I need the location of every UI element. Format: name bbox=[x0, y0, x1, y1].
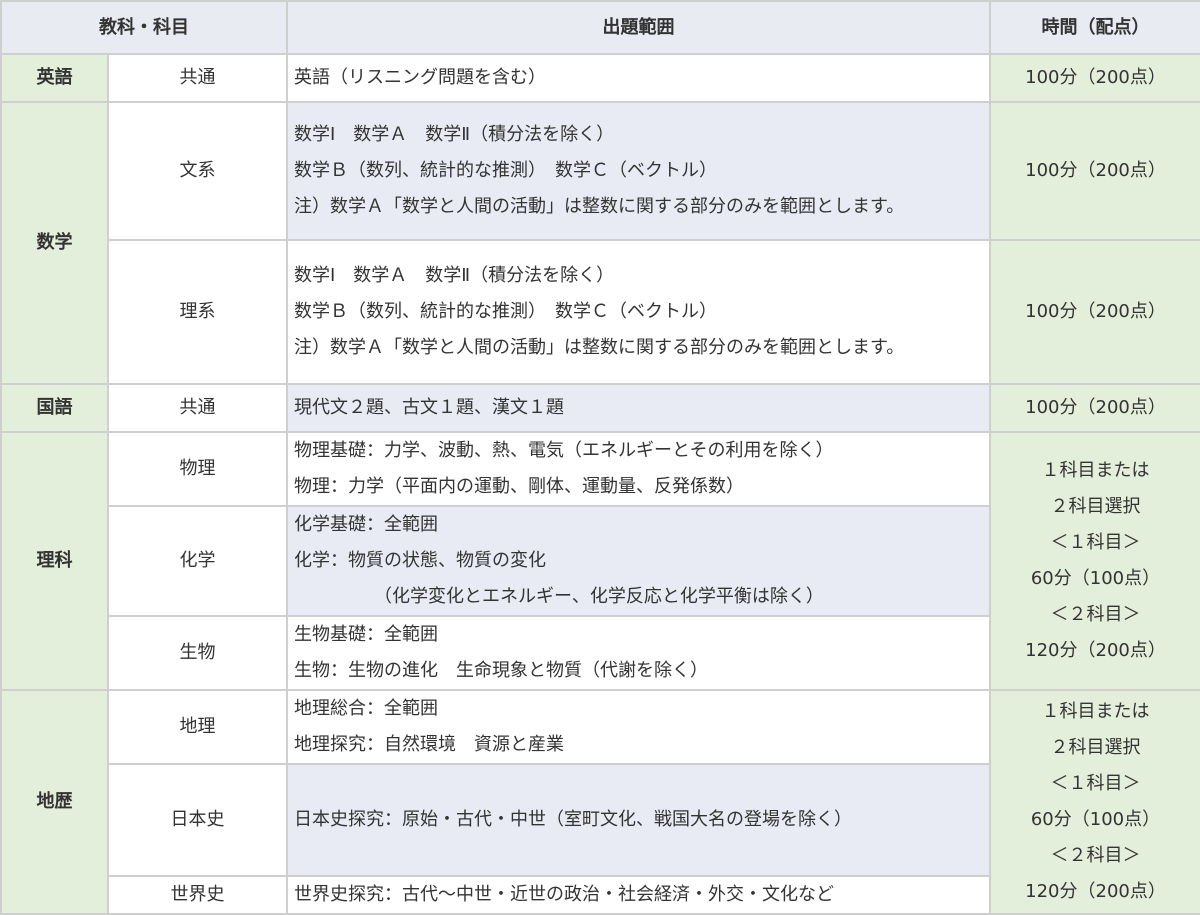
time-line: 60分（100点） bbox=[1030, 568, 1161, 589]
table-row: 数学 文系 数学Ⅰ 数学Ａ 数学Ⅱ（積分法を除く） 数学Ｂ（数列、統計的な推測）… bbox=[0, 101, 1200, 385]
table-row: 英語 共通 英語（リスニング問題を含む） 100分（200点） bbox=[0, 53, 1200, 103]
time-cell: １科目または ２科目選択 ＜１科目＞ 60分（100点） ＜２科目＞ 120分（… bbox=[989, 689, 1200, 915]
range-line: 数学Ｂ（数列、統計的な推測） 数学Ｃ（ベクトル） bbox=[294, 301, 717, 322]
range-line: 数学Ⅰ 数学Ａ 数学Ⅱ（積分法を除く） bbox=[294, 265, 615, 286]
time-line: ＜２科目＞ bbox=[1050, 604, 1141, 625]
range-cell: 日本史探究：原始・古代・中世（室町文化、戦国大名の登場を除く） bbox=[286, 763, 991, 877]
range-line: 注）数学Ａ「数学と人間の活動」は整数に関する部分のみを範囲とします。 bbox=[294, 196, 905, 217]
range-line: 物理：力学（平面内の運動、剛体、運動量、反発係数） bbox=[294, 476, 744, 497]
sub-cell: 化学 bbox=[107, 505, 288, 617]
range-line: 化学：物質の状態、物質の変化 bbox=[294, 550, 546, 571]
table-row: 化学 化学基礎：全範囲 化学：物質の状態、物質の変化 （化学変化とエネルギー、化… bbox=[1, 505, 1200, 617]
time-line: 120分（200点） bbox=[1025, 881, 1166, 902]
header-row: 教科・科目 出題範囲 時間（配点） bbox=[0, 0, 1200, 55]
range-cell: 数学Ⅰ 数学Ａ 数学Ⅱ（積分法を除く） 数学Ｂ（数列、統計的な推測） 数学Ｃ（ベ… bbox=[286, 239, 991, 385]
range-cell: 数学Ⅰ 数学Ａ 数学Ⅱ（積分法を除く） 数学Ｂ（数列、統計的な推測） 数学Ｃ（ベ… bbox=[286, 101, 991, 241]
table-row: 日本史 日本史探究：原始・古代・中世（室町文化、戦国大名の登場を除く） bbox=[1, 763, 1200, 877]
sub-cell: 生物 bbox=[107, 615, 288, 691]
range-cell: 現代文２題、古文１題、漢文１題 bbox=[286, 383, 991, 433]
range-line: 生物：生物の進化 生命現象と物質（代謝を除く） bbox=[294, 660, 708, 681]
range-cell: 世界史探究：古代～中世・近世の政治・社会経済・外交・文化など bbox=[286, 875, 991, 915]
range-line: 地理探究：自然環境 資源と産業 bbox=[294, 734, 564, 755]
time-line: １科目または bbox=[1041, 460, 1150, 481]
range-cell: 英語（リスニング問題を含む） bbox=[286, 53, 991, 103]
time-line: 60分（100点） bbox=[1030, 809, 1161, 830]
table-row: 国語 共通 現代文２題、古文１題、漢文１題 100分（200点） bbox=[0, 383, 1200, 433]
time-line: ２科目選択 bbox=[1050, 737, 1141, 758]
header-time: 時間（配点） bbox=[989, 0, 1200, 55]
time-line: ２科目選択 bbox=[1050, 496, 1141, 517]
time-line: 120分（200点） bbox=[1025, 640, 1166, 661]
range-line: （化学変化とエネルギー、化学反応と化学平衡は除く） bbox=[374, 586, 824, 607]
range-line: 英語（リスニング問題を含む） bbox=[294, 67, 546, 88]
range-cell: 地理総合：全範囲 地理探究：自然環境 資源と産業 bbox=[286, 689, 991, 765]
range-line: 数学Ｂ（数列、統計的な推測） 数学Ｃ（ベクトル） bbox=[294, 160, 717, 181]
subject-cell: 地歴 bbox=[0, 689, 109, 915]
range-cell: 物理基礎：力学、波動、熱、電気（エネルギーとその利用を除く） 物理：力学（平面内… bbox=[286, 431, 991, 507]
range-line: 生物基礎：全範囲 bbox=[294, 624, 438, 645]
subject-cell: 数学 bbox=[0, 101, 109, 385]
table-row: 理科 物理 物理基礎：力学、波動、熱、電気（エネルギーとその利用を除く） 物理：… bbox=[0, 431, 1200, 691]
time-line: ＜１科目＞ bbox=[1050, 773, 1141, 794]
table-row: 理系 数学Ⅰ 数学Ａ 数学Ⅱ（積分法を除く） 数学Ｂ（数列、統計的な推測） 数学… bbox=[1, 239, 1200, 385]
range-line: 化学基礎：全範囲 bbox=[294, 514, 438, 535]
range-line: 世界史探究：古代～中世・近世の政治・社会経済・外交・文化など bbox=[294, 884, 834, 905]
range-line: 現代文２題、古文１題、漢文１題 bbox=[294, 397, 564, 418]
sub-cell: 世界史 bbox=[107, 875, 288, 915]
subject-cell: 国語 bbox=[0, 383, 109, 433]
time-line: ＜２科目＞ bbox=[1050, 845, 1141, 866]
sub-cell: 共通 bbox=[107, 53, 288, 103]
time-cell: 100分（200点） bbox=[989, 53, 1200, 103]
time-line: １科目または bbox=[1041, 701, 1150, 722]
range-cell: 化学基礎：全範囲 化学：物質の状態、物質の変化 （化学変化とエネルギー、化学反応… bbox=[286, 505, 991, 617]
time-cell: 100分（200点） bbox=[989, 101, 1200, 241]
range-line: 注）数学Ａ「数学と人間の活動」は整数に関する部分のみを範囲とします。 bbox=[294, 337, 905, 358]
header-range: 出題範囲 bbox=[286, 0, 991, 55]
sub-cell: 文系 bbox=[107, 101, 288, 241]
subject-cell: 理科 bbox=[0, 431, 109, 691]
time-cell: １科目または ２科目選択 ＜１科目＞ 60分（100点） ＜２科目＞ 120分（… bbox=[989, 431, 1200, 691]
table-row: 地歴 地理 地理総合：全範囲 地理探究：自然環境 資源と産業 １科目または ２科… bbox=[0, 689, 1200, 915]
range-line: 数学Ⅰ 数学Ａ 数学Ⅱ（積分法を除く） bbox=[294, 124, 615, 145]
table-row: 生物 生物基礎：全範囲 生物：生物の進化 生命現象と物質（代謝を除く） bbox=[1, 615, 1200, 691]
subject-cell: 英語 bbox=[0, 53, 109, 103]
header-subject: 教科・科目 bbox=[0, 0, 288, 55]
range-line: 物理基礎：力学、波動、熱、電気（エネルギーとその利用を除く） bbox=[294, 440, 834, 461]
sub-cell: 共通 bbox=[107, 383, 288, 433]
sub-cell: 日本史 bbox=[107, 763, 288, 877]
time-line: ＜１科目＞ bbox=[1050, 532, 1141, 553]
sub-cell: 理系 bbox=[107, 239, 288, 385]
sub-cell: 地理 bbox=[107, 689, 288, 765]
sub-cell: 物理 bbox=[107, 431, 288, 507]
range-cell: 生物基礎：全範囲 生物：生物の進化 生命現象と物質（代謝を除く） bbox=[286, 615, 991, 691]
range-line: 地理総合：全範囲 bbox=[294, 698, 438, 719]
time-cell: 100分（200点） bbox=[989, 383, 1200, 433]
range-line: 日本史探究：原始・古代・中世（室町文化、戦国大名の登場を除く） bbox=[294, 809, 852, 830]
time-cell: 100分（200点） bbox=[989, 239, 1200, 385]
